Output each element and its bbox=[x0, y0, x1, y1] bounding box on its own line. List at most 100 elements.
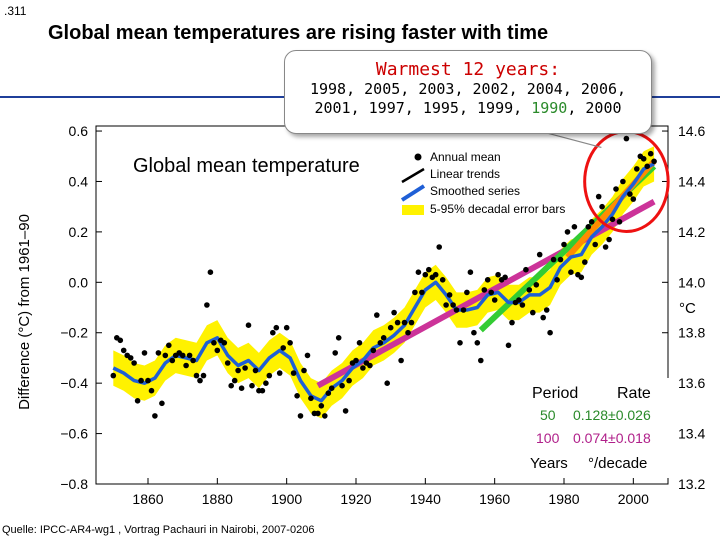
y-tick-label: 0.4 bbox=[69, 173, 89, 189]
rates-row-100-rate: 0.074±0.018 bbox=[573, 430, 651, 446]
y-tick-label: −0.4 bbox=[60, 375, 88, 391]
annual-mean-point bbox=[339, 382, 345, 389]
legend-smoothed-label: Smoothed series bbox=[430, 184, 520, 198]
annual-mean-point bbox=[453, 307, 460, 313]
legend-trend-label: Linear trends bbox=[430, 167, 500, 181]
rates-row-50-period: 50 bbox=[540, 407, 556, 423]
annual-mean-point bbox=[564, 229, 571, 235]
annual-mean-point bbox=[457, 340, 463, 346]
annual-mean-point bbox=[252, 367, 259, 374]
annual-mean-point bbox=[294, 393, 300, 399]
annual-mean-point bbox=[197, 377, 203, 384]
annual-mean-point bbox=[432, 271, 439, 278]
callout-line-2: 2001, 1997, 1995, 1999, 1990, 2000 bbox=[285, 99, 651, 118]
annual-mean-point bbox=[276, 370, 283, 376]
y-tick-label: −0.2 bbox=[60, 325, 88, 341]
annual-mean-point bbox=[450, 302, 456, 308]
annual-mean-point bbox=[141, 350, 148, 356]
callout-title: Warmest 12 years: bbox=[375, 59, 561, 80]
annual-mean-point bbox=[204, 302, 210, 308]
annual-mean-point bbox=[401, 319, 408, 326]
y-right-tick-label: 13.8 bbox=[678, 325, 705, 341]
annual-mean-point bbox=[179, 352, 186, 359]
annual-mean-point bbox=[263, 380, 269, 387]
annual-mean-point bbox=[228, 382, 234, 389]
annual-mean-point bbox=[540, 314, 546, 321]
annual-mean-point bbox=[353, 357, 359, 364]
annual-mean-point bbox=[505, 342, 512, 349]
annual-mean-point bbox=[214, 347, 221, 354]
annual-mean-point bbox=[585, 224, 592, 230]
legend-error-label: 5-95% decadal error bars bbox=[430, 202, 565, 216]
annual-mean-point bbox=[481, 287, 488, 293]
annual-mean-point bbox=[221, 340, 228, 346]
y-tick-label: 0.2 bbox=[69, 224, 89, 240]
annual-mean-point bbox=[623, 135, 630, 142]
y-right-tick-label: 14.0 bbox=[678, 274, 705, 290]
annual-mean-point bbox=[238, 385, 245, 392]
annual-mean-point bbox=[613, 186, 619, 192]
annual-mean-point bbox=[162, 352, 169, 359]
annual-mean-point bbox=[620, 178, 626, 185]
annual-mean-point bbox=[634, 166, 640, 172]
annual-mean-point bbox=[235, 367, 241, 374]
rates-row-50-rate: 0.128±0.026 bbox=[573, 407, 651, 423]
annual-mean-point bbox=[592, 241, 598, 248]
annual-mean-point bbox=[599, 203, 605, 210]
annual-mean-point bbox=[446, 292, 453, 298]
x-tick-label: 1880 bbox=[202, 491, 233, 507]
annual-mean-point bbox=[290, 370, 297, 376]
annual-mean-point bbox=[419, 289, 425, 296]
annual-mean-point bbox=[588, 219, 595, 225]
y-right-tick-label: 13.6 bbox=[678, 375, 705, 391]
annual-mean-point bbox=[471, 329, 477, 336]
annual-mean-point bbox=[422, 271, 429, 278]
annual-mean-point bbox=[287, 340, 293, 346]
y-axis-label: Difference (°C) from 1961–90 bbox=[16, 214, 33, 410]
annual-mean-point bbox=[138, 377, 144, 384]
rates-footer-years: Years bbox=[530, 455, 568, 472]
legend-annual-label: Annual mean bbox=[430, 150, 501, 164]
annual-mean-point bbox=[582, 259, 588, 265]
right-axis-label: °C bbox=[679, 300, 696, 317]
y-tick-label: −0.6 bbox=[60, 426, 88, 442]
rates-table-bg bbox=[521, 378, 669, 478]
annual-mean-point bbox=[384, 380, 391, 387]
annual-mean-point bbox=[484, 277, 491, 283]
annual-mean-point bbox=[332, 350, 339, 356]
annual-mean-point bbox=[523, 266, 529, 273]
annual-mean-point bbox=[308, 395, 314, 402]
annual-mean-point bbox=[647, 150, 654, 157]
annual-mean-point bbox=[110, 372, 117, 379]
annual-mean-point bbox=[131, 360, 137, 366]
annual-mean-point bbox=[169, 357, 176, 364]
x-tick-label: 1900 bbox=[271, 491, 302, 507]
annual-mean-point bbox=[568, 269, 574, 276]
y-right-tick-label: 13.2 bbox=[678, 476, 705, 492]
annual-mean-point bbox=[526, 287, 533, 293]
error-band-layer bbox=[113, 146, 655, 419]
annual-mean-point bbox=[474, 340, 481, 346]
annual-mean-point bbox=[270, 329, 276, 336]
annual-mean-point bbox=[335, 335, 342, 341]
annual-mean-point bbox=[249, 382, 255, 389]
y-right-tick-label: 14.6 bbox=[678, 123, 705, 139]
annual-mean-point bbox=[127, 355, 134, 361]
annual-mean-point bbox=[460, 307, 467, 313]
annual-mean-point bbox=[436, 244, 443, 250]
annual-mean-point bbox=[602, 244, 609, 250]
annual-mean-point bbox=[439, 277, 446, 283]
rates-header-period: Period bbox=[532, 385, 578, 402]
annual-mean-point bbox=[408, 319, 415, 326]
chart-title: Global mean temperature bbox=[133, 155, 360, 177]
annual-mean-point bbox=[356, 340, 363, 346]
annual-mean-point bbox=[377, 340, 384, 346]
annual-mean-point bbox=[200, 372, 207, 379]
annual-mean-point bbox=[166, 342, 172, 349]
rates-footer-unit: °/decade bbox=[588, 455, 647, 472]
annual-mean-point bbox=[627, 191, 633, 197]
annual-mean-point bbox=[398, 357, 404, 364]
annual-mean-point bbox=[242, 365, 248, 371]
annual-mean-point bbox=[117, 337, 124, 344]
source-note: Quelle: IPCC-AR4-wg1 , Vortrag Pachauri … bbox=[2, 524, 315, 536]
